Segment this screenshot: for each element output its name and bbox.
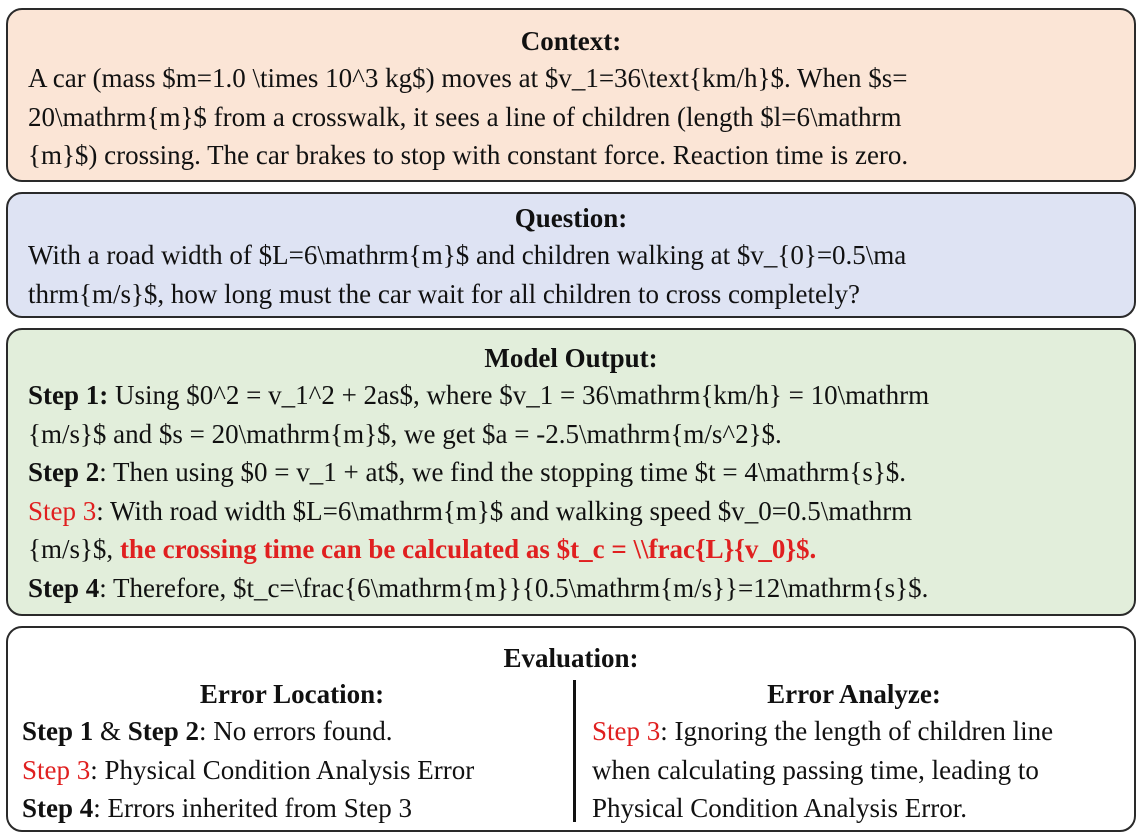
location-text: : No errors found. [199, 716, 393, 746]
question-panel: Question: With a road width of $L=6\math… [6, 192, 1136, 318]
step2-label: Step 2 [127, 716, 200, 746]
analyze-text: : Ignoring the length of children line [660, 716, 1054, 746]
step3-label: Step 3 [592, 716, 661, 746]
step3-label: Step 3 [22, 754, 91, 785]
model-output-body: Step 1: Using $0^2 = v_1^2 + 2as$, where… [8, 376, 1134, 607]
context-title: Context: [520, 26, 622, 56]
step1-label: Step 1 [22, 716, 94, 746]
step1-line: Step 1: Using $0^2 = v_1^2 + 2as$, where… [28, 376, 1116, 415]
question-line: thrm{m/s}$, how long must the car wait f… [28, 278, 860, 309]
step1-label: Step 1: [28, 380, 109, 410]
error-location-column: Error Location: Step 1 & Step 2: No erro… [22, 676, 562, 828]
ampersand: & [93, 716, 128, 746]
location-row: Step 1 & Step 2: No errors found. [22, 712, 562, 751]
model-output-panel: Model Output: Step 1: Using $0^2 = v_1^2… [6, 328, 1136, 616]
evaluation-title: Evaluation: [503, 643, 639, 673]
evaluation-panel: Evaluation: Error Location: Step 1 & Ste… [6, 626, 1136, 832]
question-line: With a road width of $L=6\mathrm{m}$ and… [28, 240, 907, 270]
step4-label: Step 4 [28, 572, 100, 603]
analyze-line: Physical Condition Analysis Error. [592, 793, 967, 823]
question-title: Question: [514, 203, 628, 233]
error-analyze-heading: Error Analyze: [767, 679, 941, 709]
step3-text-plain: {m/s}$, [28, 534, 120, 564]
location-text: : Errors inherited from Step 3 [93, 793, 412, 823]
analyze-line: Step 3: Ignoring the length of children … [592, 712, 1124, 751]
step1-line-continued: {m/s}$ and $s = 20\mathrm{m}$, we get $a… [28, 418, 782, 449]
step4-line: Step 4: Therefore, $t_c=\frac{6\mathrm{m… [28, 569, 1116, 608]
step3-line: Step 3: With road width $L=6\mathrm{m}$ … [28, 492, 1116, 531]
step3-line-continued: {m/s}$, the crossing time can be calcula… [28, 530, 1116, 569]
location-row: Step 4: Errors inherited from Step 3 [22, 789, 562, 828]
column-divider [573, 680, 576, 822]
step3-text: : With road width $L=6\mathrm{m}$ and wa… [96, 495, 913, 526]
model-output-title: Model Output: [484, 343, 658, 373]
step2-label: Step 2 [28, 457, 100, 487]
context-body: A car (mass $m=1.0 \times 10^3 kg$) move… [8, 59, 1134, 175]
analyze-line: when calculating passing time, leading t… [592, 754, 1039, 785]
question-body: With a road width of $L=6\mathrm{m}$ and… [8, 236, 1134, 313]
context-line: A car (mass $m=1.0 \times 10^3 kg$) move… [28, 63, 908, 93]
context-line: 20\mathrm{m}$ from a crosswalk, it sees … [28, 101, 902, 132]
step3-error-text: the crossing time can be calculated as $… [119, 534, 817, 564]
location-text: : Physical Condition Analysis Error [90, 754, 475, 785]
step2-text: : Then using $0 = v_1 + at$, we find the… [99, 457, 907, 487]
step4-label: Step 4 [22, 793, 94, 823]
error-location-heading: Error Location: [199, 679, 385, 709]
step1-text: Using $0^2 = v_1^2 + 2as$, where $v_1 = … [108, 380, 930, 410]
location-row: Step 3: Physical Condition Analysis Erro… [22, 751, 562, 790]
evaluation-columns: Error Location: Step 1 & Step 2: No erro… [8, 676, 1134, 826]
error-analyze-column: Error Analyze: Step 3: Ignoring the leng… [592, 676, 1124, 828]
step3-label: Step 3 [28, 495, 97, 526]
step2-line: Step 2: Then using $0 = v_1 + at$, we fi… [28, 453, 1116, 492]
context-line: {m}$) crossing. The car brakes to stop w… [28, 140, 909, 170]
step4-text: : Therefore, $t_c=\frac{6\mathrm{m}}{0.5… [99, 572, 929, 603]
context-panel: Context: A car (mass $m=1.0 \times 10^3 … [6, 8, 1136, 182]
